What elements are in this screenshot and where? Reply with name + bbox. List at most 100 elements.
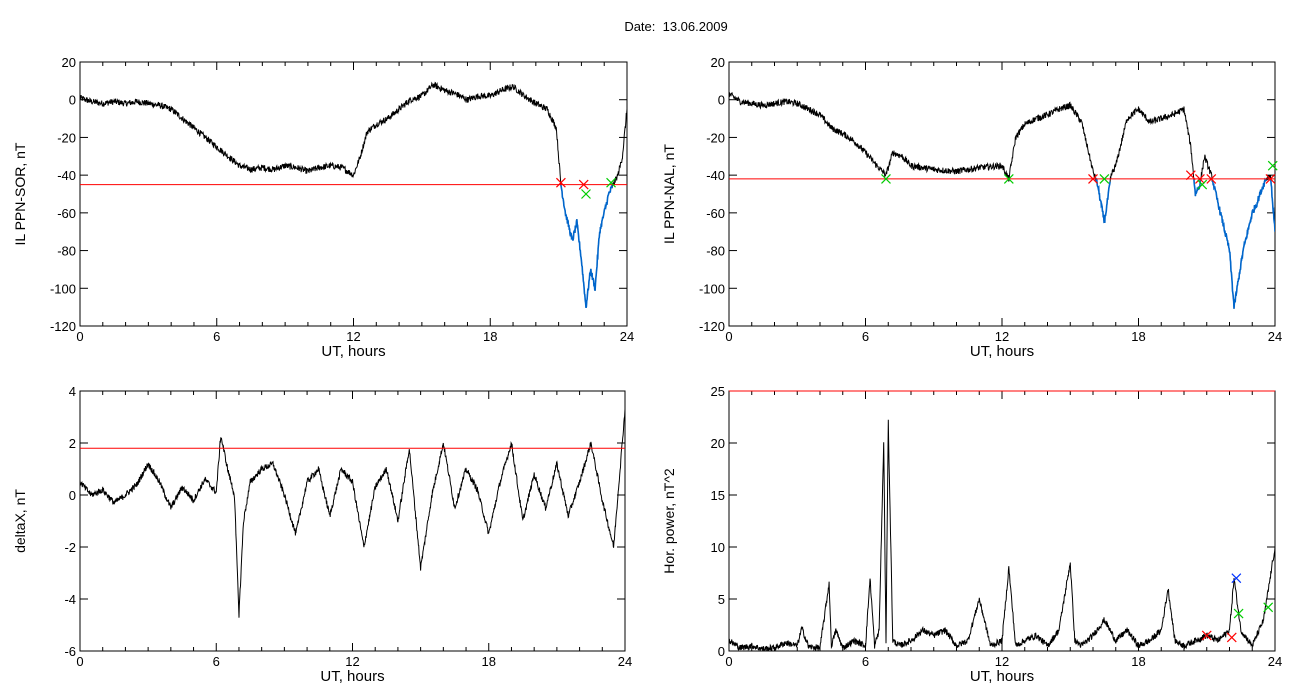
y-tick-label: 15 (711, 488, 725, 503)
x-tick-label: 24 (1268, 329, 1282, 344)
chart-panel: 0 6 12 18 24 4 2 0 -2 -4 -6 UT, hours deltaX, nT (12, 384, 632, 685)
x-tick-label: 12 (345, 654, 359, 669)
series-line-highlight (1270, 179, 1275, 232)
marker (1267, 160, 1278, 171)
x-tick-label: 6 (862, 329, 869, 344)
chart-panel: 0 6 12 18 24 25 20 15 10 5 0 UT, hours Hor. power, n… (661, 384, 1282, 685)
chart-panel: 0 6 12 18 24 20 0 -20 -40 -60 -80 -100 -120 UT, hours… (661, 55, 1282, 360)
marker (1099, 173, 1110, 184)
marker-stroke (1226, 632, 1237, 643)
x-tick-label: 6 (213, 329, 220, 344)
y-tick-label: 0 (69, 488, 76, 503)
series-line (729, 419, 1275, 651)
marker-stroke (1088, 173, 1098, 184)
x-tick-label: 24 (618, 654, 632, 669)
series-line (80, 81, 627, 308)
x-axis-label: UT, hours (321, 343, 385, 360)
y-tick-label: -100 (699, 281, 725, 296)
plot-frame (728, 61, 1276, 327)
marker (881, 173, 891, 184)
marker-stroke (1206, 173, 1217, 184)
marker-stroke (1267, 160, 1278, 171)
y-tick-label: 20 (711, 436, 725, 451)
marker-stroke (1099, 173, 1110, 184)
x-tick-label: 12 (995, 329, 1009, 344)
y-tick-label: -20 (57, 130, 76, 145)
x-tick-label: 6 (862, 654, 869, 669)
y-axis-label: IL PPN-NAL, nT (661, 144, 677, 244)
y-tick-label: -100 (50, 281, 76, 296)
y-tick-label: -120 (699, 319, 725, 334)
marker-stroke (1195, 173, 1205, 184)
x-tick-label: 6 (213, 654, 220, 669)
marker-stroke (1201, 630, 1212, 641)
y-tick-label: 10 (711, 540, 725, 555)
y-tick-label: -6 (64, 644, 76, 659)
x-tick-label: 18 (483, 329, 497, 344)
marker (1263, 602, 1274, 613)
y-tick-label: 5 (718, 592, 725, 607)
x-tick-label: 24 (1268, 654, 1282, 669)
marker (1003, 173, 1014, 184)
y-axis-label: Hor. power, nT^2 (661, 468, 677, 574)
marker (555, 177, 566, 188)
y-tick-label: 0 (718, 93, 725, 108)
y-tick-label: 0 (718, 644, 725, 659)
y-tick-label: -40 (706, 168, 725, 183)
y-tick-label: -80 (57, 244, 76, 259)
x-tick-label: 12 (346, 329, 360, 344)
marker (1201, 630, 1212, 641)
page-title: Date: 13.06.2009 (624, 19, 728, 34)
chart-panel: 0 6 12 18 24 20 0 -20 -40 -60 -80 -100 -120 UT, hours… (12, 55, 634, 360)
x-tick-label: 24 (620, 329, 634, 344)
y-tick-label: -120 (50, 319, 76, 334)
marker-stroke (1265, 173, 1276, 184)
x-tick-label: 18 (1131, 329, 1145, 344)
series-line-highlight (1094, 177, 1111, 224)
y-tick-label: 25 (711, 384, 725, 399)
marker (1226, 632, 1237, 643)
x-axis-label: UT, hours (970, 668, 1034, 685)
marker (1195, 173, 1205, 184)
y-tick-label: -20 (706, 130, 725, 145)
x-axis-label: UT, hours (320, 668, 384, 685)
y-axis-label: IL PPN-SOR, nT (12, 142, 28, 245)
y-tick-label: -60 (706, 206, 725, 221)
x-tick-label: 0 (725, 329, 732, 344)
y-tick-label: 2 (69, 436, 76, 451)
series-line (80, 409, 625, 618)
marker-stroke (578, 179, 589, 190)
marker (1233, 608, 1244, 619)
x-tick-label: 18 (482, 654, 496, 669)
marker-stroke (1185, 170, 1196, 181)
y-tick-label: -60 (57, 206, 76, 221)
marker-stroke (581, 189, 591, 199)
marker-stroke (606, 177, 616, 188)
x-tick-label: 12 (995, 654, 1009, 669)
series-line (729, 91, 1275, 309)
plot-frame (79, 390, 626, 652)
y-tick-label: -40 (57, 168, 76, 183)
marker (1265, 173, 1276, 184)
y-axis-label: deltaX, nT (12, 489, 28, 553)
x-tick-label: 0 (76, 329, 83, 344)
marker-stroke (1003, 173, 1014, 184)
series-line-highlight (560, 183, 613, 309)
marker-stroke (1197, 179, 1208, 190)
marker-stroke (1233, 608, 1244, 619)
x-tick-label: 0 (76, 654, 83, 669)
x-tick-label: 18 (1131, 654, 1145, 669)
marker (1197, 179, 1208, 190)
marker-stroke (881, 173, 891, 184)
marker-stroke (1263, 602, 1274, 613)
y-tick-label: -2 (64, 540, 76, 555)
y-tick-label: 20 (62, 55, 76, 70)
marker-stroke (555, 177, 566, 188)
y-tick-label: 20 (711, 55, 725, 70)
x-axis-label: UT, hours (970, 343, 1034, 360)
marker (1185, 170, 1196, 181)
marker (581, 189, 591, 199)
plot-frame (79, 61, 628, 327)
plot-frame (728, 390, 1276, 652)
